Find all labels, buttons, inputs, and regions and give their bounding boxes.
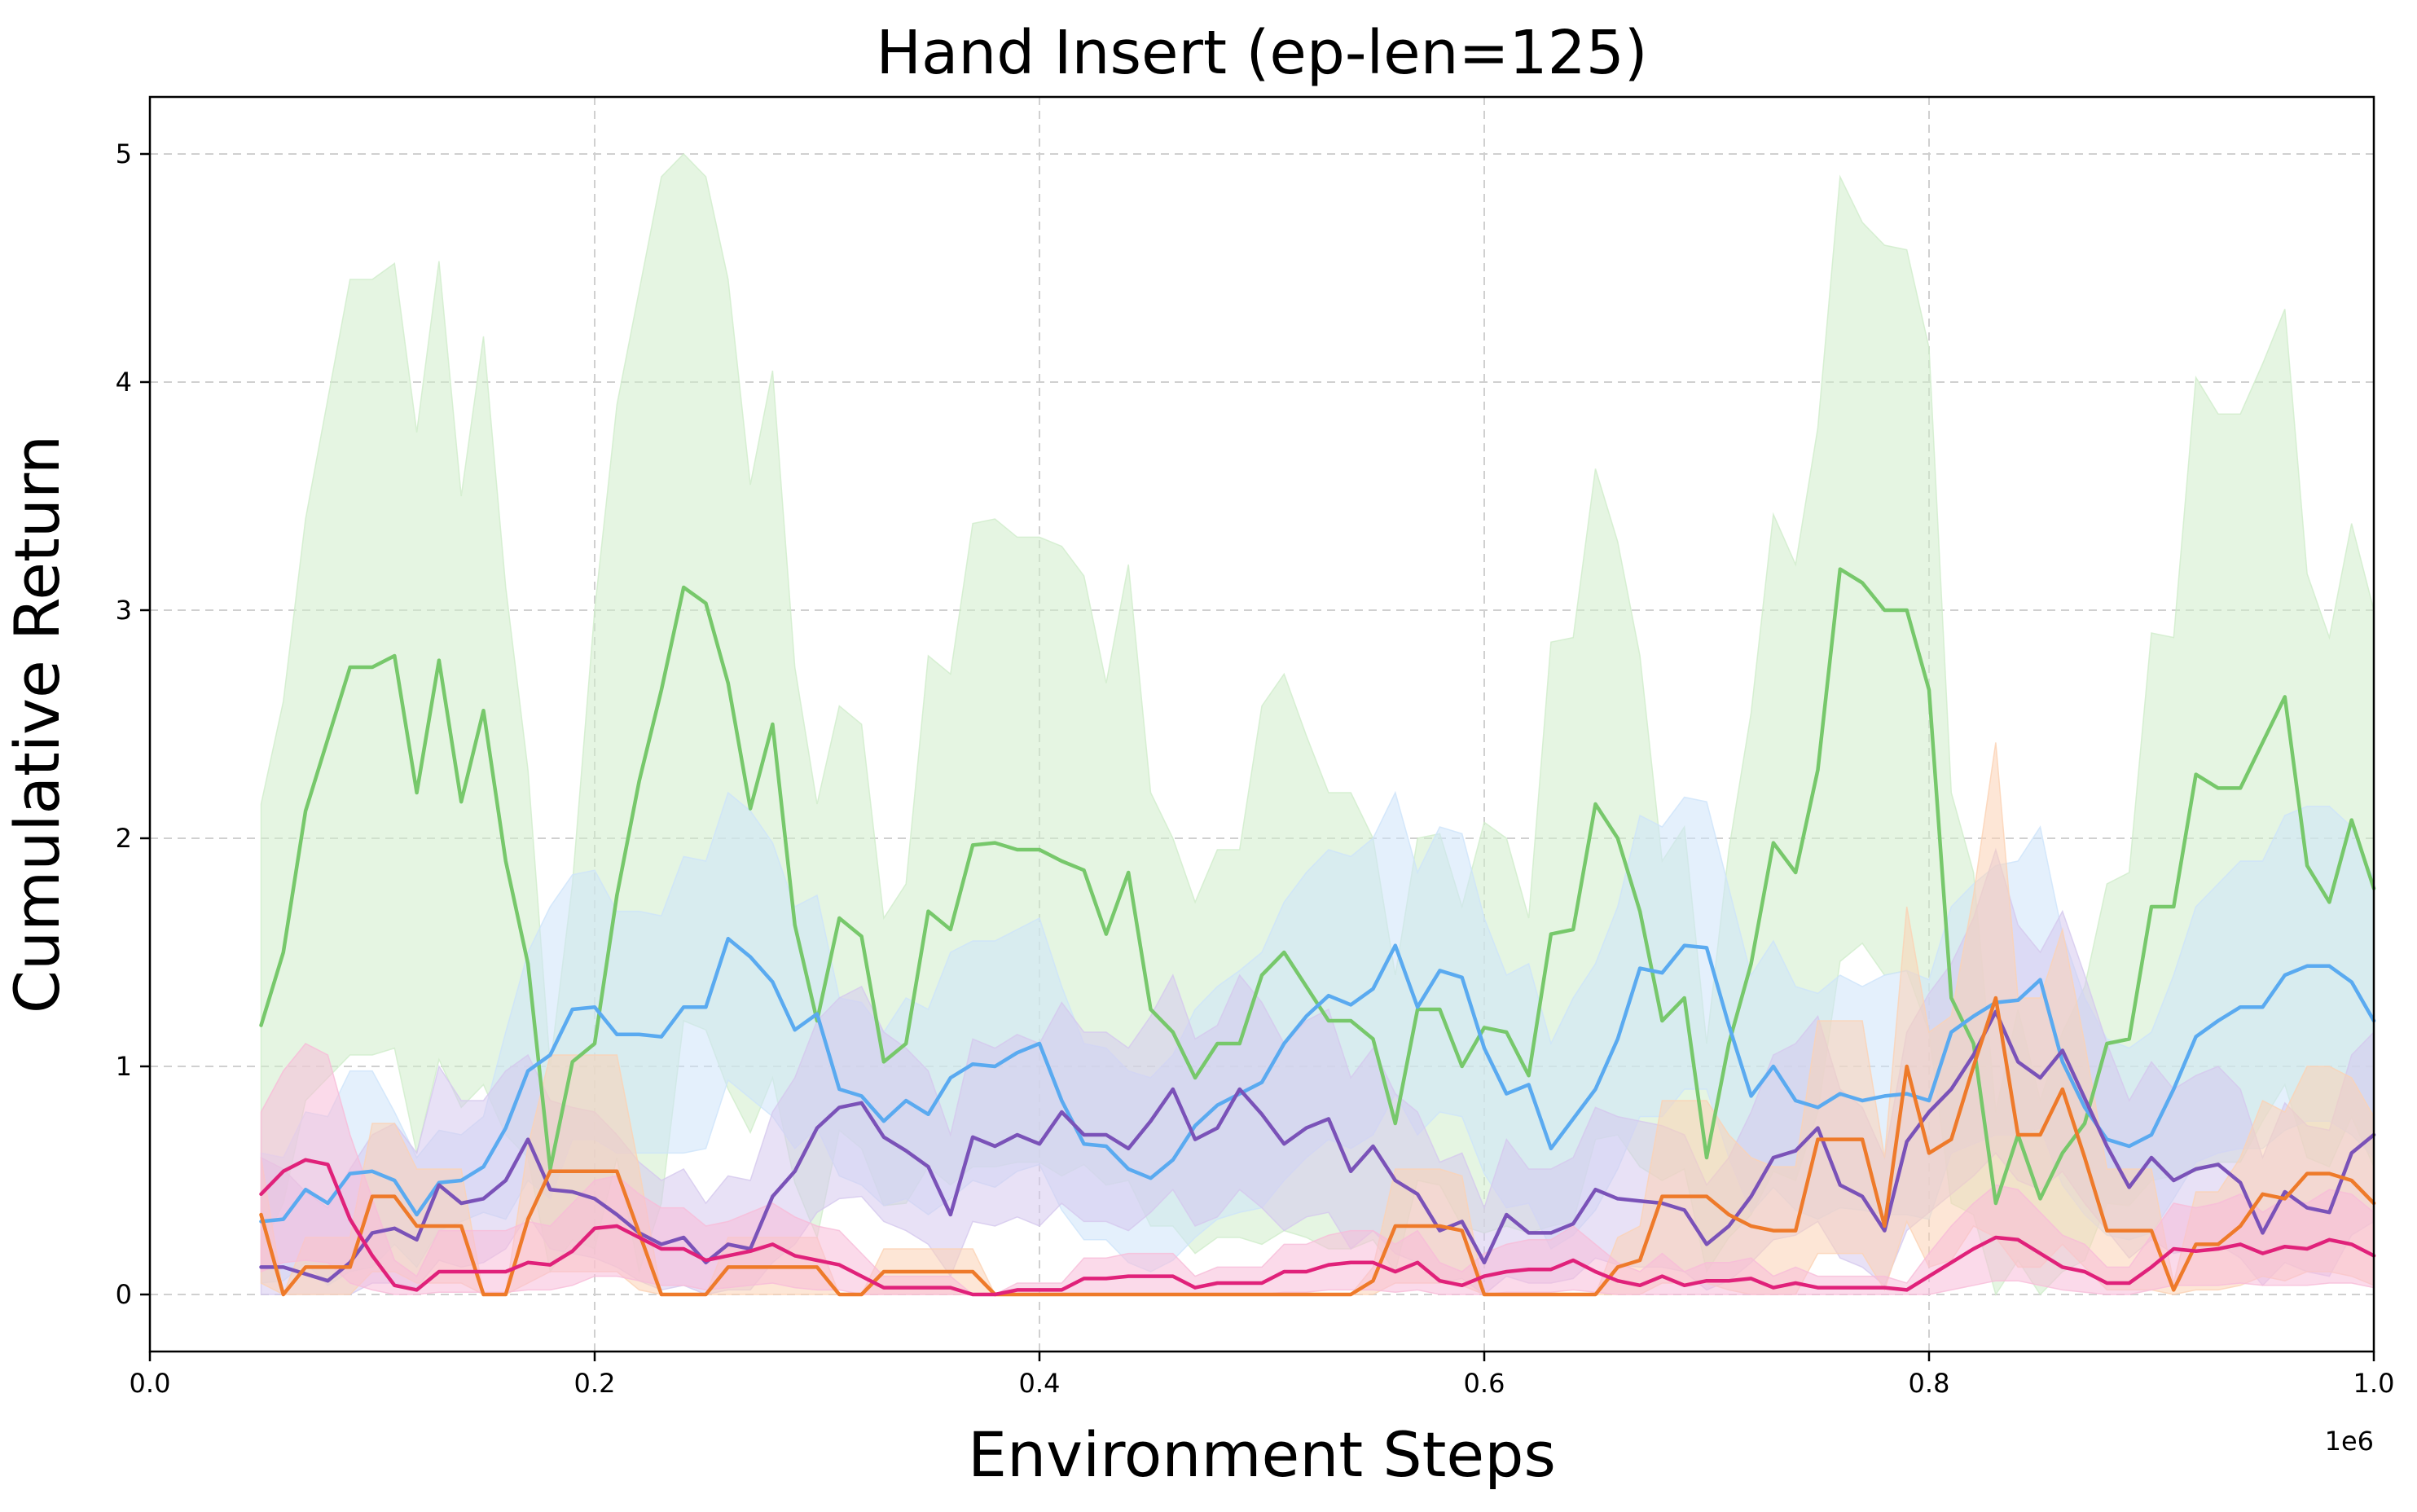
y-tick-label: 4: [116, 367, 132, 398]
y-tick-label: 3: [116, 595, 132, 626]
series-2-line: [259, 936, 2376, 1224]
y-tick-label: 2: [116, 823, 132, 854]
x-axis-label: Environment Steps: [968, 1418, 1556, 1491]
y-tick-label: 0: [116, 1279, 132, 1310]
plot-frame: [148, 95, 2375, 1353]
series-lines: [259, 567, 2376, 1297]
y-axis-ticks: 0 1 2 3 4 5: [116, 138, 150, 1310]
y-tick-label: 5: [116, 138, 132, 169]
x-tick-label: 0.0: [130, 1368, 171, 1399]
series-5-line: [259, 1158, 2376, 1297]
series-3-line: [259, 1009, 2376, 1283]
chart-title: Hand Insert (ep-len=125): [876, 18, 1647, 88]
x-tick-label: 0.2: [574, 1368, 616, 1399]
confidence-bands: [260, 152, 2375, 1297]
x-tick-label: 1.0: [2353, 1368, 2395, 1399]
x-tick-label: 0.8: [1909, 1368, 1950, 1399]
y-axis-label: Cumulative Return: [1, 435, 73, 1013]
y-tick-label: 1: [116, 1051, 132, 1082]
series-1-line: [259, 567, 2376, 1206]
x-tick-label: 0.4: [1019, 1368, 1061, 1399]
x-axis-offset-label: 1e6: [2325, 1426, 2374, 1457]
x-axis-ticks: 0.0 0.2 0.4 0.6 0.8 1.0: [130, 1352, 2395, 1399]
x-tick-label: 0.6: [1464, 1368, 1505, 1399]
series-4-line: [259, 996, 2376, 1297]
